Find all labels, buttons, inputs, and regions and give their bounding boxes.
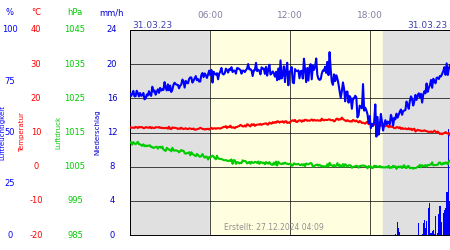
Text: 10: 10: [31, 128, 41, 137]
Text: -10: -10: [29, 196, 43, 205]
Text: 31.03.23: 31.03.23: [132, 21, 172, 30]
Text: 4: 4: [109, 196, 115, 205]
Text: -20: -20: [29, 230, 43, 239]
Text: 20: 20: [31, 94, 41, 103]
Bar: [425, 228, 426, 235]
Bar: [395, 234, 396, 235]
Text: 31.03.23: 31.03.23: [408, 21, 448, 30]
Bar: [383, 30, 450, 235]
Text: 30: 30: [31, 60, 41, 69]
Bar: [418, 223, 419, 235]
Text: %: %: [6, 8, 14, 17]
Bar: [130, 30, 210, 235]
Text: 75: 75: [4, 77, 15, 86]
Text: 0: 0: [109, 230, 115, 239]
Bar: [435, 216, 436, 235]
Text: 20: 20: [107, 60, 117, 69]
Bar: [397, 222, 398, 235]
Bar: [398, 228, 399, 235]
Text: 06:00: 06:00: [197, 11, 223, 20]
Text: 1045: 1045: [64, 26, 86, 35]
Text: 40: 40: [31, 26, 41, 35]
Bar: [431, 233, 432, 235]
Bar: [446, 192, 447, 235]
Text: 1005: 1005: [64, 162, 86, 171]
Bar: [422, 234, 423, 235]
Text: 18:00: 18:00: [357, 11, 383, 20]
Text: 0: 0: [33, 162, 39, 171]
Bar: [438, 214, 439, 235]
Bar: [445, 208, 446, 235]
Bar: [448, 129, 450, 235]
Text: 12: 12: [107, 128, 117, 137]
Text: 12:00: 12:00: [277, 11, 303, 20]
Text: 0: 0: [7, 230, 13, 239]
Bar: [444, 210, 445, 235]
Bar: [423, 223, 424, 235]
Text: Temperatur: Temperatur: [19, 112, 25, 152]
Text: 1025: 1025: [64, 94, 86, 103]
Bar: [428, 208, 429, 235]
Text: Erstellt: 27.12.2024 04:09: Erstellt: 27.12.2024 04:09: [224, 224, 324, 232]
Bar: [437, 233, 438, 235]
Bar: [210, 30, 383, 235]
Bar: [434, 234, 435, 235]
Text: Niederschlag: Niederschlag: [94, 110, 100, 155]
Text: 1015: 1015: [64, 128, 86, 137]
Bar: [447, 192, 448, 235]
Text: 100: 100: [2, 26, 18, 35]
Text: Luftfeuchtigkeit: Luftfeuchtigkeit: [0, 105, 5, 160]
Bar: [399, 232, 400, 235]
Bar: [424, 220, 425, 235]
Text: 8: 8: [109, 162, 115, 171]
Bar: [433, 230, 434, 235]
Text: 16: 16: [107, 94, 117, 103]
Bar: [443, 213, 444, 235]
Text: 985: 985: [67, 230, 83, 239]
Bar: [439, 206, 441, 235]
Bar: [426, 221, 427, 235]
Text: 995: 995: [67, 196, 83, 205]
Text: hPa: hPa: [68, 8, 83, 17]
Text: 25: 25: [5, 179, 15, 188]
Text: 24: 24: [107, 26, 117, 35]
Text: 50: 50: [5, 128, 15, 137]
Text: mm/h: mm/h: [100, 8, 124, 17]
Bar: [429, 202, 431, 235]
Text: °C: °C: [31, 8, 41, 17]
Text: 1035: 1035: [64, 60, 86, 69]
Bar: [432, 230, 433, 235]
Text: Luftdruck: Luftdruck: [55, 116, 61, 149]
